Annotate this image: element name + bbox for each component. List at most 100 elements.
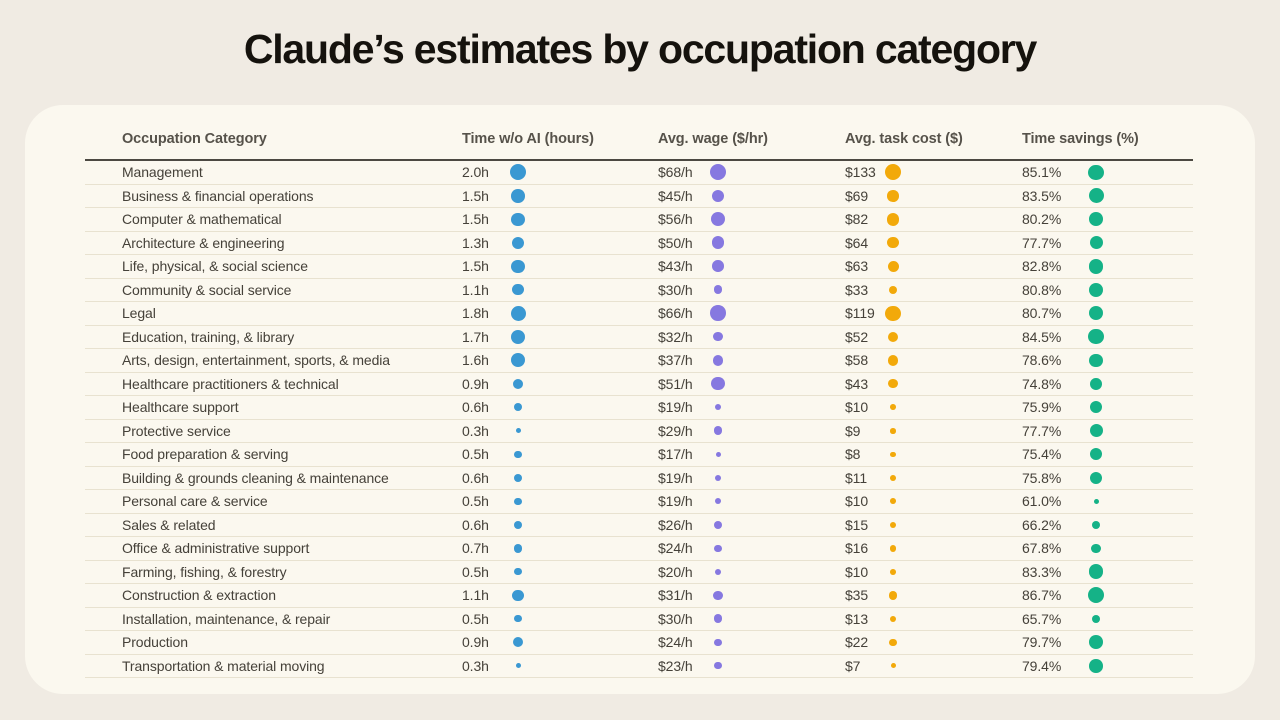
time-dot [506, 444, 530, 464]
cost-cell: $82 [845, 209, 1022, 229]
wage-value: $30/h [658, 281, 693, 298]
occupation-category: Management [122, 164, 203, 181]
time-cell: 1.3h [462, 233, 658, 253]
cost-cell: $58 [845, 350, 1022, 370]
occupation-category: Protective service [122, 422, 231, 439]
time-dot [506, 280, 530, 300]
time-dot [506, 515, 530, 535]
time-cell: 1.8h [462, 303, 658, 323]
wage-value: $32/h [658, 328, 693, 345]
wage-value: $24/h [658, 540, 693, 557]
cost-value: $8 [845, 446, 861, 463]
time-dot [506, 468, 530, 488]
time-dot [506, 162, 530, 182]
table-row: Architecture & engineering 1.3h $50/h $6… [85, 232, 1193, 255]
time-value: 0.7h [462, 540, 489, 557]
time-dot [506, 397, 530, 417]
savings-cell: 67.8% [1022, 538, 1193, 558]
wage-dot [706, 162, 730, 182]
savings-value: 84.5% [1022, 328, 1062, 345]
cost-value: $9 [845, 422, 861, 439]
occupation-category: Transportation & material moving [122, 657, 325, 674]
wage-cell: $23/h [658, 656, 845, 676]
time-cell: 0.6h [462, 397, 658, 417]
cost-cell: $10 [845, 397, 1022, 417]
savings-value: 80.7% [1022, 305, 1062, 322]
cost-dot [881, 421, 905, 441]
column-header-time: Time w/o AI (hours) [462, 131, 594, 147]
occupation-category: Food preparation & serving [122, 446, 289, 463]
savings-value: 66.2% [1022, 516, 1062, 533]
savings-dot [1084, 162, 1108, 182]
savings-cell: 75.8% [1022, 468, 1193, 488]
savings-value: 79.4% [1022, 657, 1062, 674]
cost-cell: $10 [845, 491, 1022, 511]
cost-value: $22 [845, 634, 869, 651]
cost-value: $33 [845, 281, 869, 298]
savings-value: 80.8% [1022, 281, 1062, 298]
savings-value: 79.7% [1022, 634, 1062, 651]
wage-cell: $68/h [658, 162, 845, 182]
wage-dot [706, 397, 730, 417]
wage-value: $19/h [658, 469, 693, 486]
cost-cell: $63 [845, 256, 1022, 276]
savings-cell: 84.5% [1022, 327, 1193, 347]
cost-dot [881, 303, 905, 323]
table-row: Food preparation & serving 0.5h $17/h $8… [85, 443, 1193, 467]
cost-cell: $69 [845, 186, 1022, 206]
time-dot [506, 632, 530, 652]
table-row: Education, training, & library 1.7h $32/… [85, 326, 1193, 349]
occupation-category: Personal care & service [122, 493, 268, 510]
wage-cell: $32/h [658, 327, 845, 347]
savings-cell: 74.8% [1022, 374, 1193, 394]
wage-cell: $20/h [658, 562, 845, 582]
cost-value: $119 [845, 305, 875, 322]
time-dot [506, 562, 530, 582]
table-row: Arts, design, entertainment, sports, & m… [85, 349, 1193, 373]
time-value: 0.5h [462, 493, 489, 510]
time-cell: 0.6h [462, 515, 658, 535]
time-dot [506, 609, 530, 629]
occupation-category: Sales & related [122, 516, 216, 533]
savings-dot [1084, 397, 1108, 417]
table-row: Healthcare support 0.6h $19/h $10 75.9% [85, 396, 1193, 420]
wage-dot [706, 186, 730, 206]
time-value: 0.6h [462, 469, 489, 486]
time-value: 1.3h [462, 234, 489, 251]
wage-cell: $29/h [658, 421, 845, 441]
savings-dot [1084, 256, 1108, 276]
wage-dot [706, 350, 730, 370]
savings-cell: 77.7% [1022, 421, 1193, 441]
time-cell: 0.5h [462, 444, 658, 464]
time-cell: 1.1h [462, 585, 658, 605]
cost-dot [881, 609, 905, 629]
wage-dot [706, 562, 730, 582]
savings-dot [1084, 421, 1108, 441]
wage-dot [706, 327, 730, 347]
wage-value: $17/h [658, 446, 693, 463]
cost-dot [881, 632, 905, 652]
wage-value: $29/h [658, 422, 693, 439]
savings-dot [1084, 374, 1108, 394]
savings-cell: 75.4% [1022, 444, 1193, 464]
wage-cell: $24/h [658, 538, 845, 558]
page-title: Claude’s estimates by occupation categor… [243, 26, 1038, 72]
cost-dot [881, 209, 905, 229]
occupation-category: Arts, design, entertainment, sports, & m… [122, 352, 390, 369]
time-value: 1.1h [462, 281, 489, 298]
time-cell: 0.9h [462, 632, 658, 652]
cost-dot [881, 656, 905, 676]
wage-cell: $24/h [658, 632, 845, 652]
time-value: 0.6h [462, 516, 489, 533]
time-cell: 1.5h [462, 186, 658, 206]
savings-value: 75.4% [1022, 446, 1062, 463]
occupation-category: Life, physical, & social science [122, 258, 308, 275]
table-row: Production 0.9h $24/h $22 79.7% [85, 631, 1193, 655]
occupation-category: Legal [122, 305, 156, 322]
savings-dot [1084, 303, 1108, 323]
cost-cell: $10 [845, 562, 1022, 582]
savings-value: 80.2% [1022, 211, 1062, 228]
savings-value: 77.7% [1022, 234, 1062, 251]
table-body: Management 2.0h $68/h $133 85.1% Busines… [85, 161, 1193, 678]
table-row: Protective service 0.3h $29/h $9 77.7% [85, 420, 1193, 443]
